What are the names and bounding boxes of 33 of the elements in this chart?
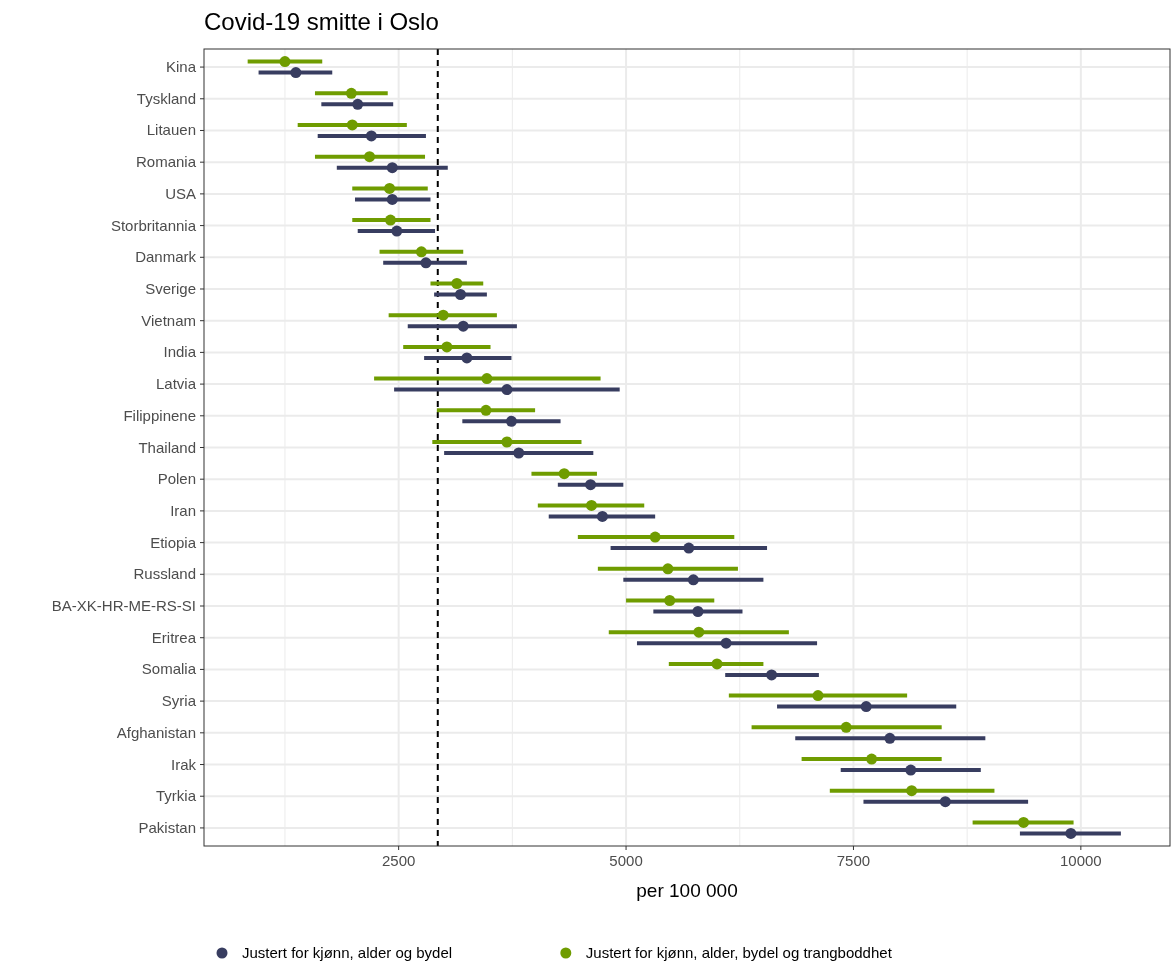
x-tick-label: 10000 xyxy=(1060,852,1102,869)
y-tick-label: Tyskland xyxy=(136,89,196,107)
y-tick-label: Etiopia xyxy=(150,533,197,551)
y-tick-label: Thailand xyxy=(138,438,196,456)
y-tick-label: BA-XK-HR-ME-RS-SI xyxy=(51,597,196,615)
y-tick-label: Latvia xyxy=(155,375,197,393)
y-tick-label: Kina xyxy=(165,58,197,76)
chart-title: Covid-19 smitte i Oslo xyxy=(204,8,439,35)
y-tick-label: Irak xyxy=(170,755,197,773)
y-tick-label: Vietnam xyxy=(141,311,196,329)
y-tick-label: Litauen xyxy=(146,121,196,139)
y-tick-label: Filippinene xyxy=(123,406,196,424)
y-tick-label: Afghanistan xyxy=(116,723,196,741)
y-tick-label: Syria xyxy=(161,692,197,710)
legend-label: Justert for kjønn, alder og bydel xyxy=(242,944,453,961)
y-tick-label: Russland xyxy=(133,565,196,583)
y-tick-label: Sverige xyxy=(145,279,196,297)
y-tick-label: Polen xyxy=(157,470,196,488)
y-tick-label: Danmark xyxy=(135,248,197,266)
y-tick-label: Iran xyxy=(170,501,196,519)
y-tick-label: Somalia xyxy=(141,660,197,678)
x-tick-label: 2500 xyxy=(381,852,416,869)
x-axis-title: per 100 000 xyxy=(636,880,738,901)
x-tick-label: 7500 xyxy=(836,852,871,869)
y-tick-label: Eritrea xyxy=(151,628,197,646)
x-tick-label: 5000 xyxy=(609,852,643,869)
y-tick-label: Tyrkia xyxy=(155,787,197,805)
y-tick-label: India xyxy=(163,343,197,361)
y-tick-label: Storbritannia xyxy=(110,216,197,234)
y-tick-label: Romania xyxy=(135,153,197,171)
legend-label: Justert for kjønn, alder, bydel og trangboddhet xyxy=(585,944,893,961)
y-tick-label: Pakistan xyxy=(138,818,196,836)
y-tick-label: USA xyxy=(165,184,196,202)
